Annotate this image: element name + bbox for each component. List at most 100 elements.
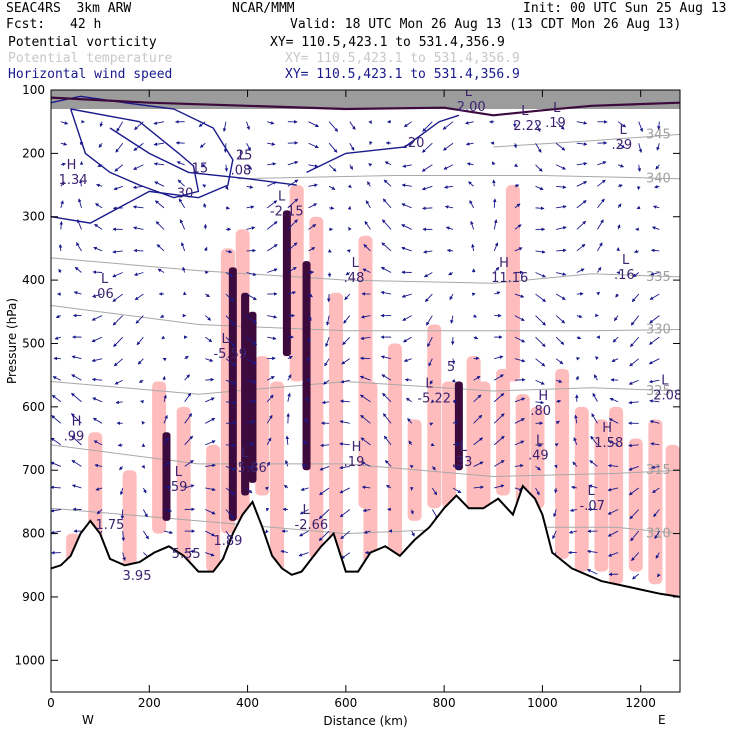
wind-vector <box>382 219 392 230</box>
pv-region <box>530 406 545 509</box>
isentrope-line <box>51 507 680 535</box>
wind-vector <box>367 181 371 187</box>
wind-vector <box>96 183 103 188</box>
wind-vector <box>60 200 64 208</box>
wind-vector <box>465 142 474 146</box>
wind-vector <box>656 143 660 151</box>
wind-vector <box>246 185 254 189</box>
wind-vector <box>535 315 546 326</box>
extremum-value: 2.00 <box>457 100 486 115</box>
wind-speed-contour <box>109 127 297 186</box>
pv-region <box>505 185 520 382</box>
extremum-value: -2.15 <box>270 205 304 220</box>
wind-vector <box>265 529 269 534</box>
extremum-value: 11.16 <box>491 271 528 286</box>
wind-vector <box>576 142 588 146</box>
pv-region <box>496 368 511 496</box>
wind-vector <box>134 293 144 301</box>
wind-vector <box>360 437 371 446</box>
wind-vector <box>514 397 526 403</box>
wind-vector <box>318 530 330 542</box>
wind-vector <box>552 530 557 540</box>
wind-vector <box>133 142 144 151</box>
wind-vector <box>140 400 145 404</box>
wind-vector <box>471 243 475 252</box>
wind-vector <box>493 392 505 403</box>
wind-vector <box>360 314 371 319</box>
wind-vector <box>205 552 215 557</box>
isentrope-label: 330 <box>646 323 671 338</box>
field-xy-pv: XY= 110.5,423.1 to 531.4,356.9 <box>270 35 505 50</box>
wind-vector <box>651 465 660 470</box>
wind-vector <box>223 143 228 153</box>
wind-vector <box>205 530 216 537</box>
extremum-value: 1.34 <box>59 173 88 188</box>
wind-vector <box>555 420 560 425</box>
wind-vector <box>184 413 193 424</box>
wind-vector <box>304 417 309 424</box>
wind-vector <box>617 164 625 168</box>
pv-region <box>363 381 378 572</box>
wind-vector <box>177 179 185 187</box>
wind-vector <box>597 179 606 187</box>
wind-vector <box>649 293 660 300</box>
wind-vector <box>380 266 392 273</box>
wind-vector <box>617 203 622 209</box>
wind-vector <box>267 336 277 341</box>
wind-vector <box>71 435 82 446</box>
wind-vector <box>340 379 350 384</box>
wind-vector <box>246 487 253 494</box>
wind-vector <box>246 379 257 384</box>
wind-vector <box>132 205 144 209</box>
wind-vector <box>133 164 144 170</box>
wind-vector <box>122 552 126 562</box>
wind-vector <box>287 266 297 273</box>
wind-vector <box>402 336 412 343</box>
wind-vector <box>593 374 598 381</box>
wind-vector <box>205 440 216 446</box>
y-axis-title: Pressure (hPa) <box>5 298 19 384</box>
extremum-value: .29 <box>611 138 632 153</box>
wind-vector <box>222 121 227 132</box>
wind-vector <box>202 184 207 188</box>
pv-region <box>555 368 570 559</box>
wind-vector <box>617 184 623 188</box>
wind-vector <box>308 164 319 168</box>
wind-vector <box>266 437 272 446</box>
wind-vector <box>628 465 639 471</box>
wind-vector <box>205 336 213 343</box>
wind-vector <box>368 120 372 125</box>
wind-vector <box>246 143 251 151</box>
wind-vector <box>119 487 124 496</box>
wind-vector <box>607 530 619 537</box>
wind-vector <box>473 437 484 446</box>
wind-vector <box>468 181 474 187</box>
west-end-label: W <box>82 713 94 727</box>
wind-vector <box>617 121 627 128</box>
wind-vector <box>514 378 526 382</box>
wind-vector <box>576 220 587 230</box>
wind-vector <box>112 315 124 326</box>
wind-vector <box>535 142 542 153</box>
wind-vector <box>569 508 577 512</box>
wind-vector <box>113 358 124 367</box>
wind-vector <box>576 314 583 319</box>
wind-vector <box>141 464 146 469</box>
wind-vector <box>71 355 82 360</box>
extremum-value: 5.55 <box>172 547 201 562</box>
wind-vector <box>308 142 319 149</box>
wind-vector <box>555 336 565 345</box>
wind-vector <box>597 219 604 230</box>
extremum-value: .33 <box>452 455 473 470</box>
wind-vector <box>535 336 546 348</box>
wind-vector <box>154 200 165 209</box>
wind-vector <box>340 530 351 540</box>
wind-vector <box>607 552 619 557</box>
wind-vector <box>629 509 640 520</box>
wind-vector <box>535 358 546 367</box>
y-tick-label: 600 <box>22 400 45 414</box>
pv-high-column <box>228 267 237 521</box>
x-tick-label: 1000 <box>527 696 558 710</box>
wind-vector <box>246 164 253 170</box>
wind-vector <box>493 413 505 424</box>
